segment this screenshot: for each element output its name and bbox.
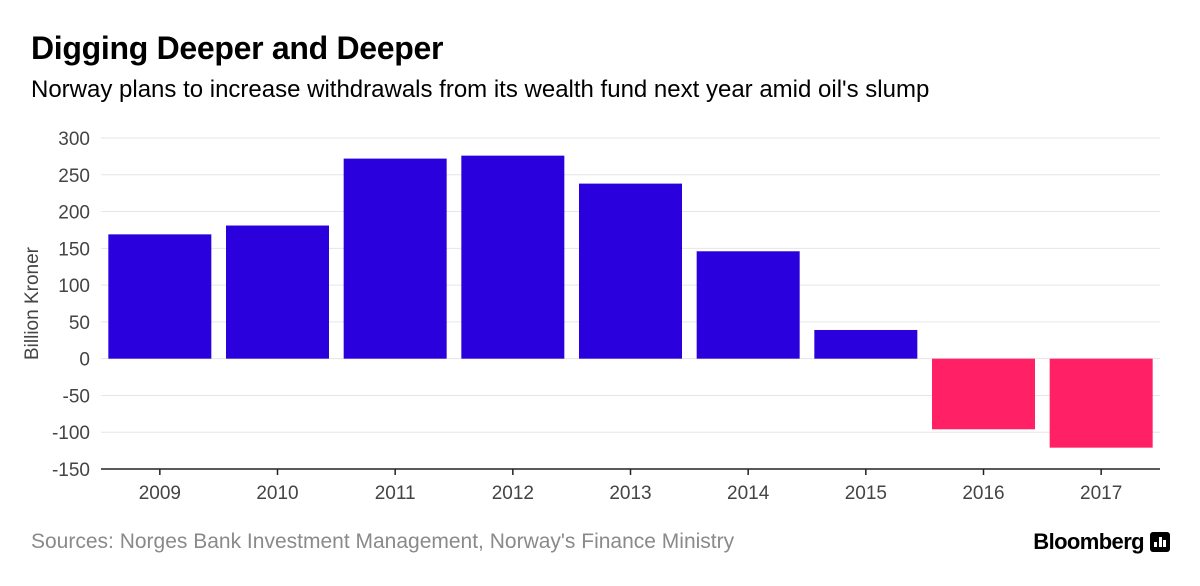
y-tick-label: 250: [58, 166, 90, 187]
y-tick-label: 200: [58, 203, 90, 224]
bar-2015: [814, 329, 918, 359]
x-tick-label: 2013: [609, 483, 651, 504]
y-tick-label: 50: [69, 313, 90, 334]
x-tick-label: 2016: [962, 483, 1004, 504]
y-tick-label: 300: [58, 129, 90, 150]
bar-2014: [696, 251, 800, 359]
x-tick-label: 2012: [492, 483, 534, 504]
bar-2012: [461, 155, 565, 359]
bar-2016: [932, 358, 1035, 430]
bar-2010: [226, 225, 329, 359]
chart-title: Digging Deeper and Deeper: [31, 30, 444, 66]
bar-2011: [343, 158, 447, 359]
bar-2017: [1049, 358, 1153, 448]
y-tick-label: -150: [52, 460, 90, 481]
x-tick-label: 2014: [727, 483, 770, 504]
x-tick-label: 2010: [256, 483, 298, 504]
y-tick-label: 0: [79, 350, 90, 371]
chart-subtitle: Norway plans to increase withdrawals fro…: [31, 76, 930, 103]
bar-2013: [579, 183, 682, 359]
y-tick-label: -100: [52, 423, 90, 444]
bar-2009: [108, 234, 212, 359]
x-tick-label: 2009: [139, 483, 181, 504]
brand-logo: Bloomberg: [1033, 529, 1170, 555]
x-tick-label: 2015: [845, 483, 887, 504]
bloomberg-terminal-icon: [1150, 532, 1170, 552]
y-tick-label: 100: [58, 276, 90, 297]
brand-name: Bloomberg: [1033, 529, 1144, 554]
x-tick-label: 2011: [375, 483, 416, 504]
y-tick-label: 150: [58, 239, 90, 260]
y-axis-label: Billion Kroner: [22, 246, 43, 360]
x-tick-label: 2017: [1080, 483, 1122, 504]
y-tick-label: -50: [63, 386, 90, 407]
source-note: Sources: Norges Bank Investment Manageme…: [31, 530, 735, 553]
